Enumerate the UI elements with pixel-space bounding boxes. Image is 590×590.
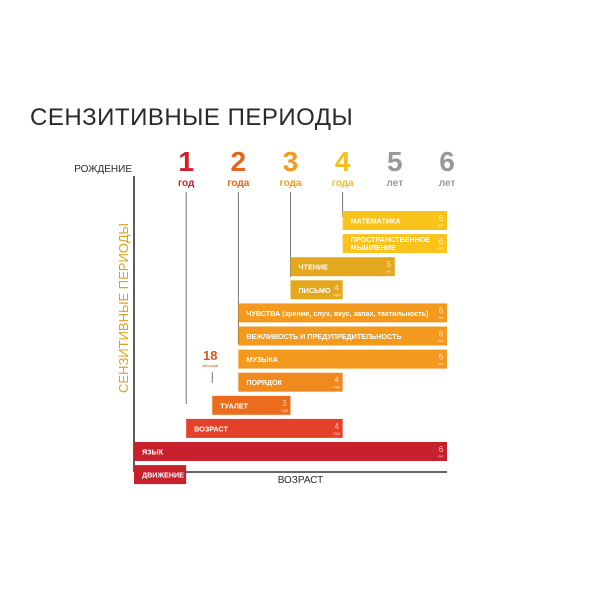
bar — [238, 372, 343, 392]
bar — [186, 418, 343, 438]
bar-end-number: 6 — [439, 353, 444, 362]
bar — [290, 280, 343, 300]
bar — [134, 442, 447, 461]
origin-label: РОЖДЕНИЕ — [74, 164, 132, 175]
tick-number: 1 — [178, 146, 194, 177]
bar-end-number: 4 — [334, 283, 339, 292]
bar — [290, 257, 395, 277]
annotation-number: 18 — [203, 348, 217, 363]
tick-number: 4 — [335, 146, 351, 177]
bar-label: ВЕЖЛИВОСТЬ И ПРЕДУПРЕДИТЕЛЬНОСТЬ — [246, 332, 401, 341]
bar-label: ЯЗЫК — [142, 448, 164, 457]
tick-unit: год — [178, 178, 195, 189]
bar-end-unit: года — [333, 385, 340, 389]
bar-end-number: 5 — [387, 260, 392, 269]
tick-unit: лет — [387, 178, 404, 189]
tick-unit: года — [280, 178, 302, 189]
bar-end-number: 6 — [439, 445, 444, 454]
bar-end-unit: лет — [386, 270, 392, 274]
bar-end-number: 6 — [439, 306, 444, 315]
bar-label: ЧТЕНИЕ — [299, 263, 329, 272]
bar-end-number: 4 — [334, 422, 339, 431]
bar-label: МАТЕМАТИКА — [351, 217, 401, 226]
bar-end-unit: года — [281, 408, 288, 412]
y-axis-title: СЕНЗИТИВНЫЕ ПЕРИОДЫ — [116, 223, 131, 393]
tick-unit: года — [332, 178, 354, 189]
page-title: СЕНЗИТИВНЫЕ ПЕРИОДЫ — [30, 104, 354, 131]
bar-label: ПОРЯДОК — [246, 378, 282, 387]
bar-label: МУЗЫКА — [246, 355, 278, 364]
bar-end-number: 6 — [439, 330, 444, 339]
bar-end-unit: лет — [438, 339, 444, 343]
bar — [134, 465, 187, 485]
bar-label: ПРОСТРАНСТВЕННОЕ — [351, 235, 431, 244]
tick-number: 5 — [387, 146, 403, 177]
bar-end-unit: лет — [438, 455, 444, 459]
bar — [238, 303, 447, 323]
tick-number: 6 — [439, 146, 455, 177]
tick-number: 2 — [231, 146, 247, 177]
annotation-unit: месяцев — [202, 363, 218, 368]
bar-end-unit: лет — [438, 247, 444, 251]
bar-label: ПИСЬМО — [299, 286, 331, 295]
bar-end-number: 3 — [282, 399, 287, 408]
bar — [342, 211, 447, 230]
bar-label: ТУАЛЕТ — [220, 401, 248, 410]
bar-label: ВОЗРАСТ — [194, 424, 228, 433]
bar — [238, 349, 447, 369]
bar-end-unit: лет — [438, 316, 444, 320]
tick-unit: лет — [439, 178, 456, 189]
tick-number: 3 — [283, 146, 299, 177]
bar-end-unit: года — [333, 431, 340, 435]
tick-unit: года — [227, 178, 249, 189]
bar — [238, 326, 447, 346]
bar — [212, 395, 291, 415]
bar-end-unit: лет — [438, 224, 444, 228]
bar-end-number: 6 — [439, 214, 444, 223]
bar-end-number: 4 — [334, 376, 339, 385]
bar-label: ДВИЖЕНИЕ — [142, 471, 184, 480]
bar-label: МЫШЛЕНИЕ — [351, 243, 396, 252]
bar-end-unit: лет — [438, 362, 444, 366]
x-axis-title: ВОЗРАСТ — [278, 475, 324, 486]
bar-label: ЧУВСТВА (зрение, слух, вкус, запах, такт… — [246, 309, 429, 318]
bar-end-unit: года — [333, 293, 340, 297]
bar — [342, 234, 447, 254]
bar-end-number: 6 — [439, 237, 444, 246]
